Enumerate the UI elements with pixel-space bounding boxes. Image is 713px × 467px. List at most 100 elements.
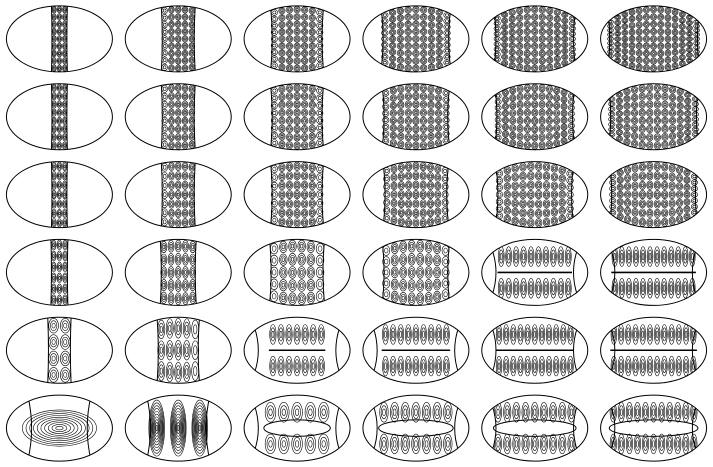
- contour-line: [524, 92, 531, 101]
- contour-line: [57, 65, 62, 71]
- contour-line: [427, 42, 436, 50]
- contour-line: [294, 14, 300, 20]
- contour-line: [63, 192, 66, 197]
- contour-line: [316, 124, 324, 132]
- contour-line: [613, 252, 617, 261]
- contour-line: [437, 330, 441, 339]
- contour-line: [640, 173, 645, 180]
- contour-line: [56, 27, 62, 36]
- contour-line: [398, 164, 404, 171]
- contour-line: [400, 242, 406, 251]
- contour-line: [494, 110, 502, 117]
- contour-line: [443, 402, 453, 423]
- contour-line: [661, 108, 669, 117]
- contour-line: [53, 119, 56, 123]
- contour-line: [504, 330, 508, 339]
- contour-line: [550, 437, 556, 451]
- contour-line: [544, 191, 550, 198]
- contour-line: [317, 88, 322, 93]
- contour-line: [678, 90, 682, 94]
- contour-line: [52, 142, 56, 149]
- contour-line: [493, 51, 501, 58]
- contour-line: [559, 191, 565, 198]
- contour-line: [644, 58, 649, 64]
- contour-line: [175, 42, 182, 50]
- contour-line: [551, 217, 557, 224]
- contour-line: [662, 284, 666, 292]
- contour-line: [554, 132, 560, 139]
- contour-line: [404, 20, 412, 28]
- contour-line: [405, 180, 412, 190]
- contour-line: [428, 43, 434, 49]
- contour-line: [540, 66, 544, 70]
- contour-line: [677, 216, 682, 223]
- contour-line: [428, 118, 434, 124]
- contour-line: [640, 119, 644, 123]
- contour-line: [398, 86, 404, 92]
- caustic-line: [269, 239, 272, 306]
- contour-line: [170, 52, 173, 55]
- contour-line: [509, 63, 515, 68]
- contour-line: [279, 57, 285, 63]
- contour-line: [175, 13, 182, 21]
- contour-line: [669, 284, 673, 292]
- contour-line: [162, 65, 167, 70]
- contour-line: [516, 93, 524, 101]
- contour-line: [22, 409, 97, 447]
- ellipse-boundary: [243, 161, 351, 229]
- contour-line: [567, 128, 575, 135]
- contour-line: [539, 7, 545, 13]
- contour-line: [650, 27, 657, 36]
- contour-line: [639, 217, 646, 227]
- contour-line: [287, 93, 292, 100]
- contour-line: [182, 200, 188, 208]
- contour-line: [495, 191, 504, 199]
- contour-line: [546, 124, 553, 133]
- mode-panel: [243, 5, 351, 73]
- contour-line: [272, 96, 277, 101]
- contour-line: [161, 242, 167, 252]
- contour-line: [287, 65, 292, 71]
- contour-line: [170, 211, 173, 215]
- contour-line: [63, 22, 66, 26]
- contour-line: [526, 102, 529, 107]
- contour-line: [547, 43, 553, 49]
- contour-line: [631, 172, 639, 182]
- contour-line: [559, 405, 566, 420]
- contour-line: [421, 65, 427, 71]
- contour-line: [319, 437, 328, 451]
- contour-line: [303, 183, 307, 187]
- contour-line: [424, 291, 433, 305]
- contour-line: [680, 37, 684, 41]
- contour-line: [538, 116, 546, 125]
- contour-line: [169, 14, 174, 20]
- contour-line: [421, 433, 432, 455]
- contour-line: [443, 280, 448, 287]
- contour-line: [651, 29, 656, 35]
- contour-line: [181, 100, 189, 109]
- contour-line: [538, 133, 546, 142]
- contour-line: [169, 243, 173, 249]
- contour-line: [655, 211, 659, 216]
- contour-line: [542, 171, 551, 181]
- mode-panel: [243, 316, 351, 384]
- contour-line: [399, 220, 403, 224]
- contour-line: [399, 174, 403, 179]
- contour-line: [538, 13, 546, 21]
- contour-line: [637, 16, 641, 20]
- contour-line: [616, 59, 620, 62]
- contour-line: [414, 119, 418, 123]
- contour-line: [183, 268, 188, 277]
- contour-line: [517, 36, 523, 42]
- contour-line: [317, 63, 322, 68]
- contour-line: [303, 30, 307, 34]
- contour-line: [286, 57, 293, 65]
- contour-line: [293, 49, 301, 58]
- contour-line: [176, 14, 181, 20]
- contour-line: [559, 175, 565, 182]
- contour-line: [615, 123, 623, 130]
- contour-line: [517, 355, 524, 377]
- contour-line: [563, 13, 567, 16]
- contour-line: [194, 410, 205, 446]
- contour-line: [397, 181, 405, 190]
